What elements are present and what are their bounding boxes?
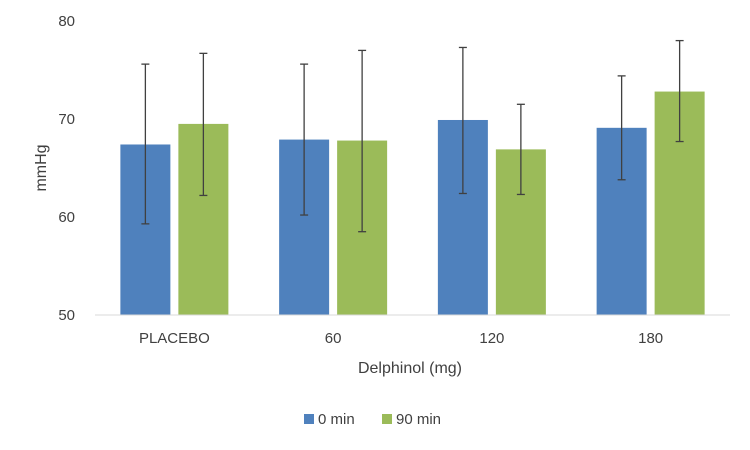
y-tick-label-0: 50 [58,307,75,324]
x-tick-label-0: PLACEBO [139,330,210,347]
error-bars [141,39,684,233]
y-tick-label-2: 70 [58,111,75,128]
x-tick-label-3: 180 [638,330,663,347]
y-tick-label-3: 80 [58,13,75,30]
x-tick-label-2: 120 [479,330,504,347]
x-axis-ticks: PLACEBO 60 120 180 [139,330,663,347]
legend-label-0: 0 min [318,411,355,428]
legend-swatch-1 [382,414,392,424]
legend-swatch-0 [304,414,314,424]
legend-label-1: 90 min [396,411,441,428]
y-axis-ticks: 50 60 70 80 [58,13,75,324]
bars [120,91,705,316]
legend: 0 min 90 min [304,411,441,428]
y-tick-label-1: 60 [58,209,75,226]
x-tick-label-1: 60 [325,330,342,347]
y-axis-title: mmHg [33,144,50,191]
x-axis-title: Delphinol (mg) [358,360,462,377]
